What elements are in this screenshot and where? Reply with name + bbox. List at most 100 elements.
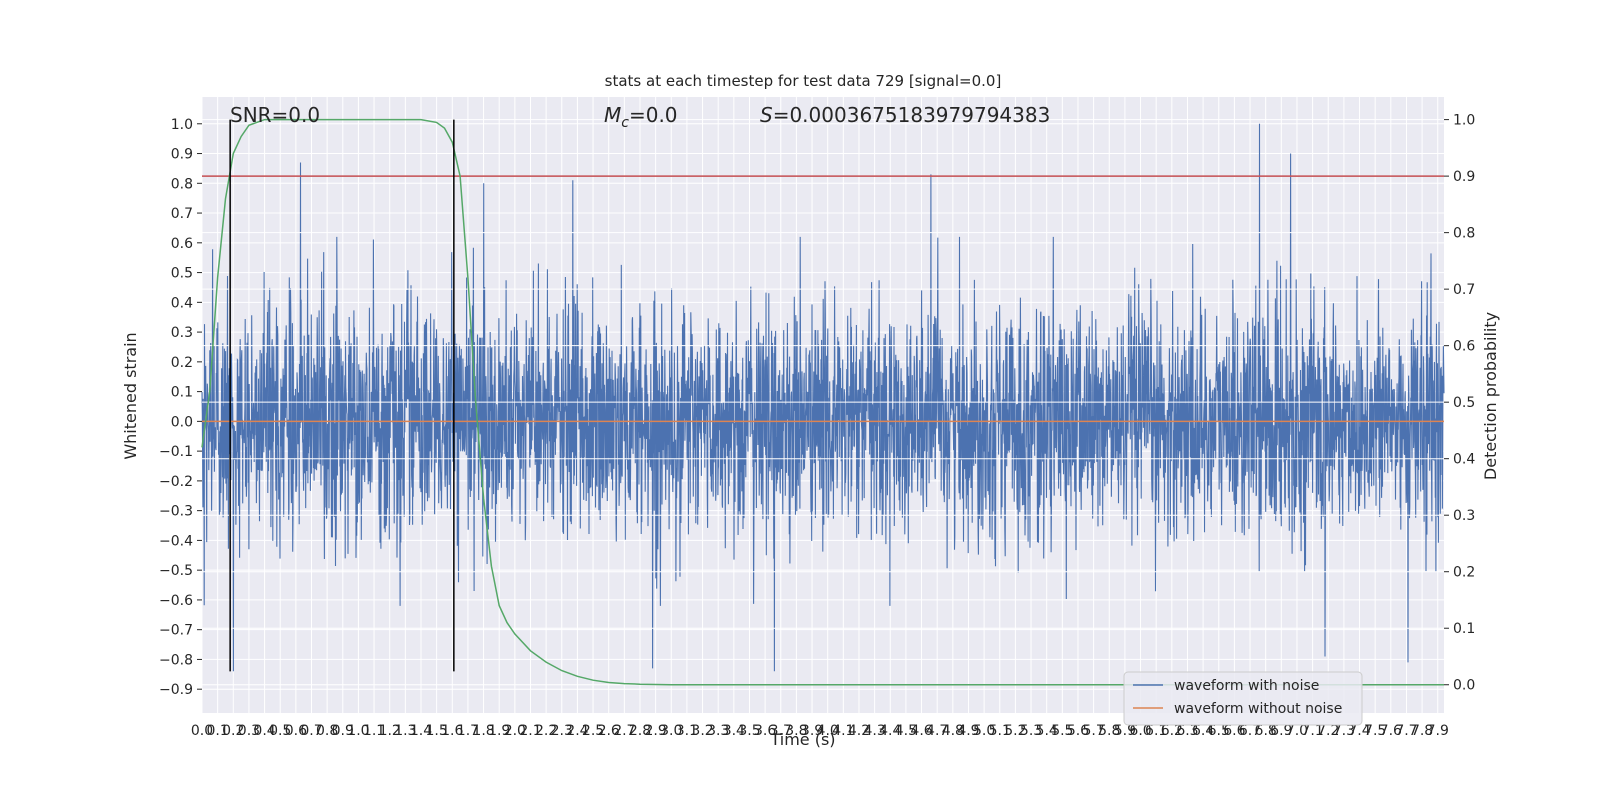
left-y-tick-label: 1.0 xyxy=(171,117,193,133)
x-tick-label: 3.1 xyxy=(676,723,698,739)
x-axis-label: Time (s) xyxy=(769,730,835,749)
x-tick-label: 6.2 xyxy=(1161,723,1183,739)
x-tick-label: 7.9 xyxy=(1427,723,1449,739)
window-markers xyxy=(229,119,455,672)
x-tick-label: 5.1 xyxy=(989,723,1011,739)
left-y-tick-label: 0.2 xyxy=(171,355,193,371)
left-y-tick-label: −0.2 xyxy=(159,474,193,490)
x-tick-label: 4.9 xyxy=(957,723,979,739)
x-tick-label: 1.4 xyxy=(410,723,432,739)
x-tick-label: 7.0 xyxy=(1286,723,1308,739)
x-axis-ticks: 0.00.10.20.30.40.50.60.70.80.91.01.11.21… xyxy=(191,723,1449,739)
x-tick-label: 6.6 xyxy=(1223,723,1245,739)
left-y-tick-label: −0.3 xyxy=(159,504,193,520)
x-tick-label: 0.7 xyxy=(300,723,322,739)
x-tick-label: 5.5 xyxy=(1051,723,1073,739)
x-tick-label: 0.4 xyxy=(253,723,275,739)
x-tick-label: 1.0 xyxy=(347,723,369,739)
x-tick-label: 0.6 xyxy=(285,723,307,739)
x-tick-label: 4.4 xyxy=(879,723,901,739)
right-y-tick-label: 0.5 xyxy=(1453,395,1475,411)
x-tick-label: 2.4 xyxy=(566,723,588,739)
x-tick-label: 5.2 xyxy=(1004,723,1026,739)
right-y-tick-label: 0.6 xyxy=(1453,339,1475,355)
x-tick-label: 6.4 xyxy=(1192,723,1214,739)
x-tick-label: 4.1 xyxy=(832,723,854,739)
left-y-tick-label: 0.4 xyxy=(171,295,193,311)
right-y-tick-label: 0.1 xyxy=(1453,621,1475,637)
right-y-tick-label: 0.9 xyxy=(1453,169,1475,185)
left-y-axis-ticks: −0.9 −0.8 −0.7 −0.6 −0.5 −0.4 −0.3 −0.2 −0.1 0.0 0… xyxy=(159,117,202,698)
left-y-tick-label: 0.3 xyxy=(171,325,193,341)
x-tick-label: 2.5 xyxy=(582,723,604,739)
x-tick-label: 1.9 xyxy=(488,723,510,739)
s-annotation: S=0.0003675183979794383 xyxy=(760,103,1050,127)
left-y-tick-label: 0.6 xyxy=(171,236,193,252)
legend-label-clean: waveform without noise xyxy=(1174,701,1342,717)
x-tick-label: 0.1 xyxy=(207,723,229,739)
x-tick-label: 5.3 xyxy=(1020,723,1042,739)
x-tick-label: 3.6 xyxy=(754,723,776,739)
x-tick-label: 1.7 xyxy=(457,723,479,739)
chirp-mass-annotation: Mc=0.0 xyxy=(604,103,678,131)
left-y-tick-label: 0.1 xyxy=(171,385,193,401)
x-tick-label: 0.2 xyxy=(222,723,244,739)
x-tick-label: 2.7 xyxy=(613,723,635,739)
x-tick-label: 0.9 xyxy=(332,723,354,739)
x-tick-label: 1.6 xyxy=(441,723,463,739)
x-tick-label: 3.8 xyxy=(785,723,807,739)
left-y-tick-label: −0.4 xyxy=(159,533,193,549)
x-tick-label: 3.2 xyxy=(691,723,713,739)
x-tick-label: 6.3 xyxy=(1176,723,1198,739)
right-y-tick-label: 0.4 xyxy=(1453,452,1475,468)
detection-probability-line xyxy=(201,118,1444,686)
x-tick-label: 6.9 xyxy=(1270,723,1292,739)
x-tick-label: 2.1 xyxy=(519,723,541,739)
x-tick-label: 0.0 xyxy=(191,723,213,739)
right-y-axis-label: Detection probability xyxy=(1481,312,1500,480)
x-tick-label: 1.3 xyxy=(394,723,416,739)
x-tick-label: 4.8 xyxy=(942,723,964,739)
right-y-tick-label: 0.8 xyxy=(1453,226,1475,242)
series-waveform-with-noise xyxy=(201,123,1445,672)
x-tick-label: 1.1 xyxy=(363,723,385,739)
x-tick-label: 6.5 xyxy=(1208,723,1230,739)
waveform-with-noise-line xyxy=(201,123,1445,672)
left-y-tick-label: 0.7 xyxy=(171,206,193,222)
left-y-tick-label: −0.6 xyxy=(159,593,193,609)
x-tick-label: 0.5 xyxy=(269,723,291,739)
x-tick-label: 3.4 xyxy=(723,723,745,739)
x-tick-label: 3.3 xyxy=(707,723,729,739)
x-tick-label: 5.9 xyxy=(1114,723,1136,739)
series-detection-probability xyxy=(201,118,1444,686)
x-tick-label: 2.2 xyxy=(535,723,557,739)
left-y-tick-label: 0.0 xyxy=(171,414,193,430)
left-y-tick-label: −0.8 xyxy=(159,652,193,668)
legend-label-noise: waveform with noise xyxy=(1174,678,1319,694)
right-y-tick-label: 1.0 xyxy=(1453,113,1475,129)
right-y-tick-label: 0.3 xyxy=(1453,508,1475,524)
x-tick-label: 7.5 xyxy=(1364,723,1386,739)
x-tick-label: 7.7 xyxy=(1395,723,1417,739)
x-tick-label: 6.8 xyxy=(1255,723,1277,739)
x-tick-label: 4.7 xyxy=(926,723,948,739)
x-tick-label: 4.3 xyxy=(863,723,885,739)
left-y-tick-label: 0.5 xyxy=(171,266,193,282)
x-tick-label: 6.0 xyxy=(1129,723,1151,739)
x-tick-label: 4.6 xyxy=(910,723,932,739)
x-tick-label: 3.7 xyxy=(770,723,792,739)
x-tick-label: 1.2 xyxy=(379,723,401,739)
x-tick-label: 0.8 xyxy=(316,723,338,739)
x-tick-label: 5.0 xyxy=(973,723,995,739)
x-tick-label: 2.3 xyxy=(551,723,573,739)
right-y-tick-label: 0.7 xyxy=(1453,282,1475,298)
left-y-tick-label: −0.7 xyxy=(159,623,193,639)
x-tick-label: 7.4 xyxy=(1348,723,1370,739)
chart-title: stats at each timestep for test data 729… xyxy=(605,72,1002,90)
right-y-tick-label: 0.0 xyxy=(1453,678,1475,694)
legend-box xyxy=(1123,671,1363,726)
x-tick-label: 2.6 xyxy=(598,723,620,739)
x-tick-label: 7.6 xyxy=(1380,723,1402,739)
snr-annotation: SNR=0.0 xyxy=(230,103,320,127)
